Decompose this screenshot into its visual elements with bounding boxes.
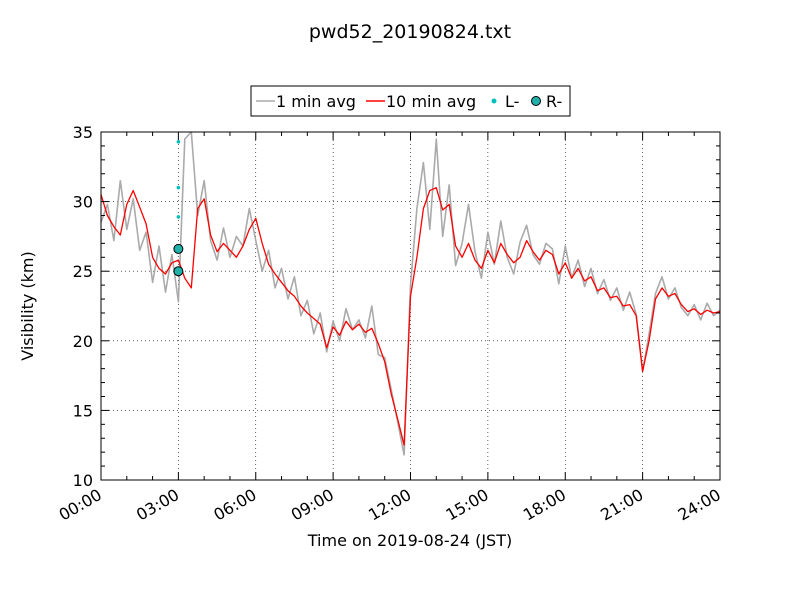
y-tick-labels: 10 15 20 25 30 35 (73, 123, 93, 490)
plot-area (100, 131, 721, 481)
x-tick-label: 09:00 (288, 485, 337, 525)
series-10min-avg (100, 187, 721, 446)
y-tick-label: 25 (73, 262, 93, 281)
x-tick-label: 18:00 (520, 485, 569, 525)
x-tick-label: 15:00 (442, 485, 491, 525)
x-tick-label: 24:00 (675, 485, 724, 525)
y-tick-label: 35 (73, 123, 93, 142)
l-point (176, 215, 181, 219)
x-tick-label: 12:00 (365, 485, 414, 525)
y-axis-title: Visibility (km) (18, 251, 37, 360)
legend-swatch-r (531, 96, 541, 106)
legend-label-l: L- (505, 92, 519, 111)
series-1min-avg (100, 131, 721, 456)
legend-label-10min: 10 min avg (386, 92, 476, 111)
x-tick-label: 21:00 (597, 485, 646, 525)
l-point (176, 139, 181, 144)
legend-label-1min: 1 min avg (276, 92, 356, 111)
y-tick-label: 30 (73, 193, 93, 212)
x-tick-label: 03:00 (133, 485, 182, 525)
r-point (173, 266, 184, 277)
legend-label-r: R- (546, 92, 562, 111)
axis-ticks (100, 131, 721, 481)
legend-swatch-l (491, 98, 497, 104)
x-axis-title: Time on 2019-08-24 (JST) (307, 531, 512, 550)
series-layer (100, 131, 721, 456)
x-tick-label: 00:00 (56, 485, 105, 525)
chart-title: pwd52_20190824.txt (309, 21, 511, 43)
y-tick-label: 15 (73, 401, 93, 420)
legend-box (250, 85, 571, 117)
y-tick-label: 20 (73, 332, 93, 351)
r-point (173, 243, 184, 254)
x-tick-labels: 00:00 03:00 06:00 09:00 12:00 15:00 18:00 21:00… (56, 485, 724, 525)
y-tick-label: 10 (73, 471, 93, 490)
l-point (176, 185, 181, 190)
x-tick-label: 06:00 (210, 485, 259, 525)
legend: 1 min avg 10 min avg L- R- (250, 85, 571, 117)
